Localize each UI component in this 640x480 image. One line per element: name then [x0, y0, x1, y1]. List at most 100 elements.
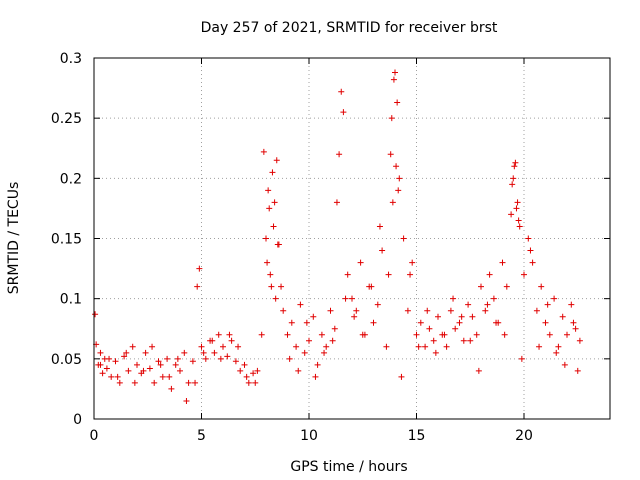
data-point — [217, 355, 224, 362]
data-point — [349, 295, 355, 302]
data-point — [452, 325, 459, 332]
data-point — [413, 331, 420, 338]
data-point — [131, 379, 138, 386]
data-point — [297, 301, 304, 308]
data-point — [192, 379, 199, 386]
data-point — [140, 367, 147, 374]
data-point — [511, 163, 518, 170]
y-tick-label: 0.3 — [60, 51, 82, 67]
data-point — [271, 199, 278, 206]
data-point — [232, 358, 239, 365]
data-point — [546, 331, 553, 338]
data-point — [318, 331, 325, 338]
data-point — [123, 349, 130, 356]
data-point — [121, 353, 128, 360]
x-tick-label: 10 — [300, 428, 318, 444]
data-point — [280, 307, 287, 314]
data-point — [460, 337, 467, 344]
data-point — [368, 283, 375, 290]
data-point — [108, 373, 115, 380]
data-point — [331, 325, 338, 332]
data-point — [209, 337, 216, 344]
data-point — [340, 109, 347, 116]
y-tick-label: 0.2 — [60, 171, 82, 187]
data-point — [426, 325, 433, 332]
data-point — [237, 367, 244, 374]
data-point — [278, 283, 285, 290]
ticks — [93, 57, 610, 420]
data-point — [536, 343, 543, 350]
data-point — [155, 358, 162, 365]
data-point — [254, 367, 261, 374]
data-point — [301, 349, 308, 356]
grid — [94, 58, 610, 419]
y-tick-label: 0.15 — [51, 232, 82, 248]
data-point — [398, 373, 405, 380]
y-tick-label: 0.05 — [51, 352, 82, 368]
data-point — [370, 319, 377, 326]
data-point — [576, 337, 583, 344]
data-point — [409, 259, 416, 266]
data-point — [258, 331, 265, 338]
data-point — [245, 379, 252, 386]
data-point — [417, 319, 424, 326]
data-point — [273, 157, 280, 164]
data-point — [196, 265, 203, 272]
data-point — [490, 295, 497, 302]
data-point — [374, 301, 381, 308]
data-point — [359, 331, 366, 338]
data-point — [551, 295, 558, 302]
data-point — [92, 311, 99, 318]
data-point — [321, 349, 328, 356]
data-point — [295, 367, 302, 374]
data-point — [574, 367, 581, 374]
data-point — [499, 259, 506, 266]
data-point — [456, 319, 463, 326]
data-point — [189, 358, 196, 365]
data-point — [314, 361, 321, 368]
data-point — [266, 205, 273, 212]
data-point — [270, 223, 277, 230]
y-axis-title: SRMTID / TECUs — [6, 182, 22, 295]
data-point — [529, 259, 536, 266]
data-point — [284, 331, 291, 338]
data-point — [269, 169, 276, 176]
data-point — [484, 301, 491, 308]
data-point — [572, 325, 579, 332]
data-point — [389, 199, 396, 206]
data-point — [149, 343, 156, 350]
data-point — [387, 151, 394, 158]
data-point — [525, 235, 532, 242]
data-point — [394, 99, 401, 106]
data-point — [226, 331, 233, 338]
data-point — [544, 301, 551, 308]
data-point — [510, 175, 517, 182]
data-point — [422, 343, 429, 350]
data-point — [177, 367, 183, 374]
data-point — [157, 361, 164, 368]
data-point — [114, 373, 121, 380]
data-point — [151, 379, 158, 386]
data-point — [475, 367, 482, 374]
data-point — [194, 283, 201, 290]
data-point — [103, 365, 110, 372]
data-point — [224, 353, 231, 360]
x-tick-label: 5 — [197, 428, 206, 444]
data-point — [533, 307, 540, 314]
x-tick-label: 20 — [515, 428, 533, 444]
data-point — [342, 295, 349, 302]
data-point — [430, 337, 437, 344]
data-point — [125, 367, 132, 374]
data-point — [553, 349, 560, 356]
data-point — [344, 271, 351, 278]
data-point — [568, 301, 575, 308]
data-point — [385, 271, 392, 278]
data-point — [383, 343, 390, 350]
data-point — [390, 76, 397, 83]
data-point — [469, 313, 476, 320]
data-point — [329, 337, 336, 344]
data-point — [465, 301, 472, 308]
data-point — [228, 337, 235, 344]
data-point — [172, 361, 179, 368]
y-tick-labels: 0 0.05 0.1 0.15 0.2 0.25 0.3 — [51, 51, 82, 428]
